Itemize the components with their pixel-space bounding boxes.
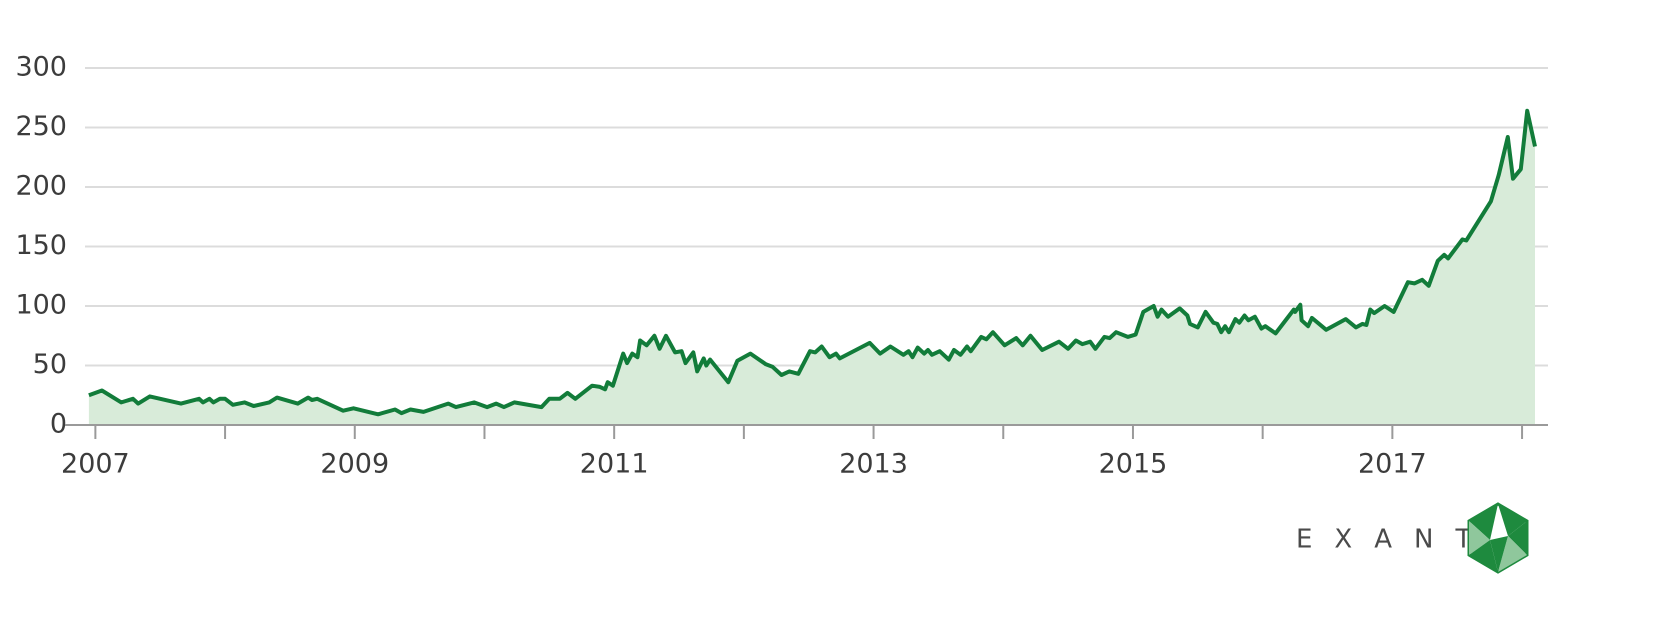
y-tick-label: 250 xyxy=(15,111,67,142)
line xyxy=(88,108,1537,417)
logo-icon xyxy=(1467,502,1529,574)
x-tick-label: 2009 xyxy=(320,449,389,480)
x-tick-label: 2011 xyxy=(580,449,649,480)
y-tick-label: 0 xyxy=(50,409,67,440)
y-tick-label: 200 xyxy=(15,171,67,202)
x-tick-label: 2007 xyxy=(61,449,130,480)
area xyxy=(88,110,1535,426)
y-tick-label: 100 xyxy=(15,290,67,321)
x-tick-label: 2017 xyxy=(1358,449,1427,480)
y-tick-label: 50 xyxy=(33,349,67,380)
x-tick-label: 2015 xyxy=(1099,449,1168,480)
x-tick-label: 2013 xyxy=(839,449,908,480)
y-tick-label: 300 xyxy=(15,52,67,83)
y-tick-label: 150 xyxy=(15,230,67,261)
